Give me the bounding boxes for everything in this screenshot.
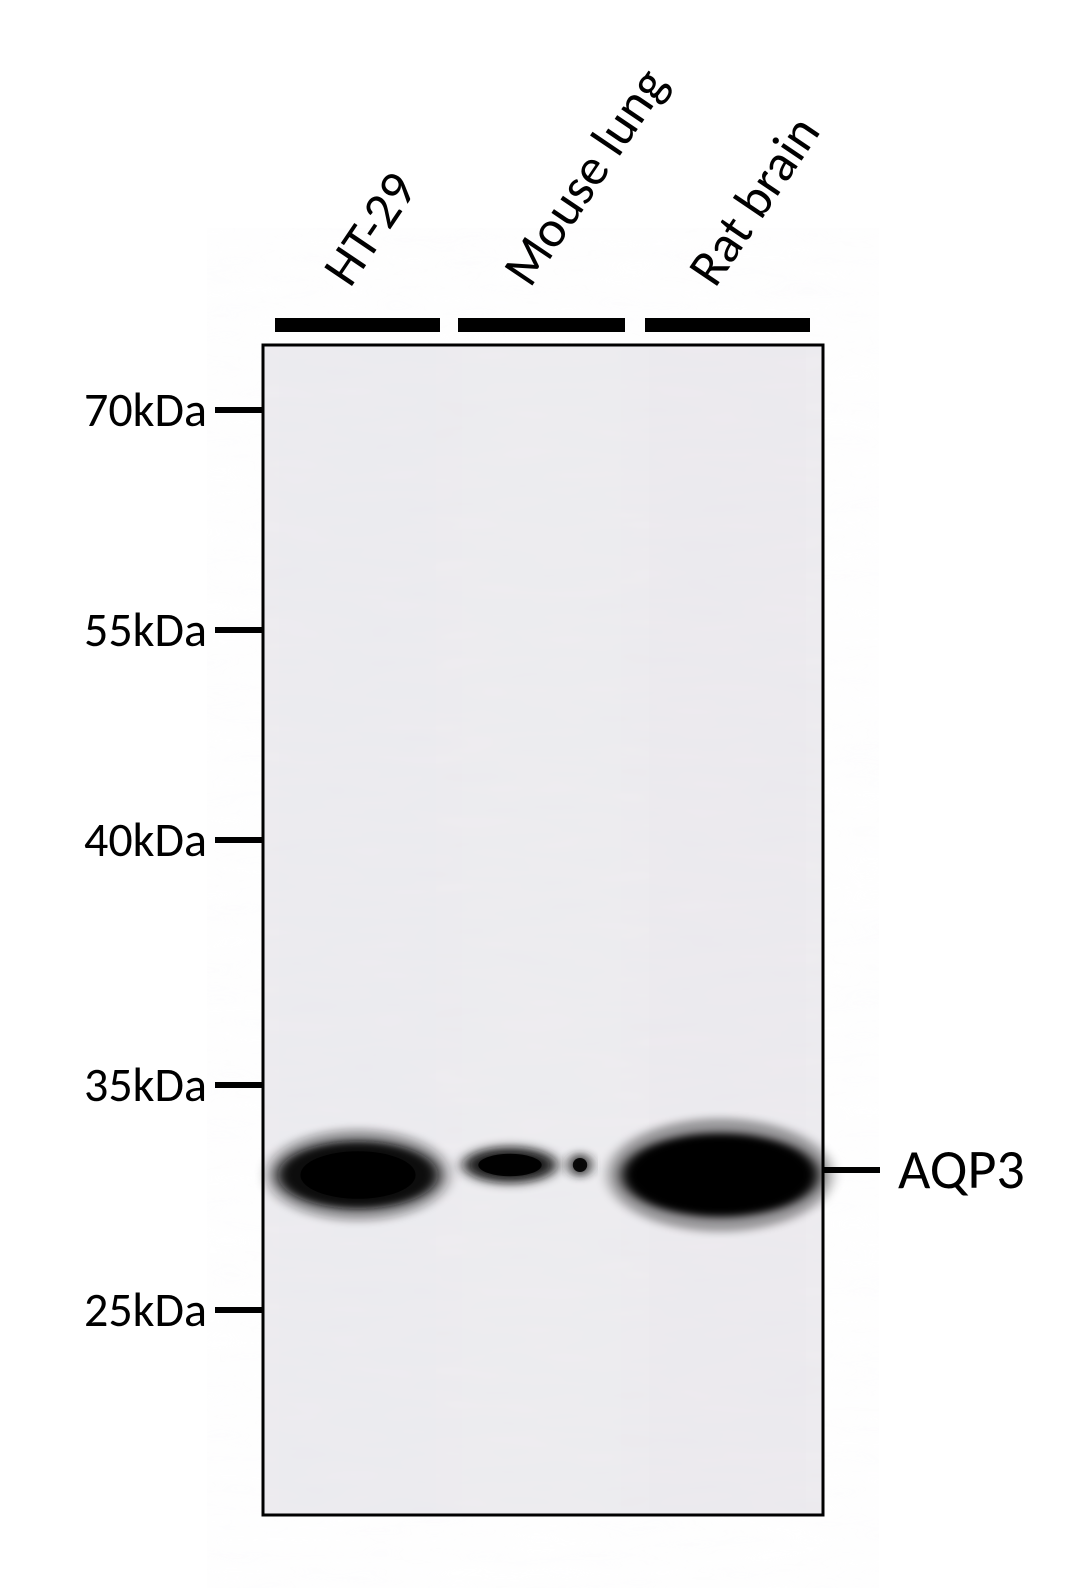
lane-shade (649, 349, 806, 1511)
mw-marker-label: 55kDa (84, 600, 207, 659)
band-core (478, 1154, 541, 1176)
band-core (300, 1151, 415, 1199)
target-protein-label: AQP3 (898, 1136, 1025, 1204)
mw-marker-label: 25kDa (84, 1280, 207, 1339)
lane-shade (279, 349, 436, 1511)
lane-label: HT-29 (309, 160, 430, 297)
band-core (573, 1158, 587, 1172)
lane-label: Mouse lung (489, 55, 681, 297)
band-core (649, 1146, 790, 1205)
lane-shade (462, 349, 621, 1511)
mw-marker-label: 40kDa (84, 810, 207, 869)
mw-marker-label: 35kDa (84, 1055, 207, 1114)
lane-label: Rat brain (674, 103, 834, 297)
mw-marker-label: 70kDa (84, 380, 207, 439)
western-blot-figure: HT-29 Mouse lungRat brain 70kDa 55kDa 40kDa 3… (0, 0, 1080, 1588)
